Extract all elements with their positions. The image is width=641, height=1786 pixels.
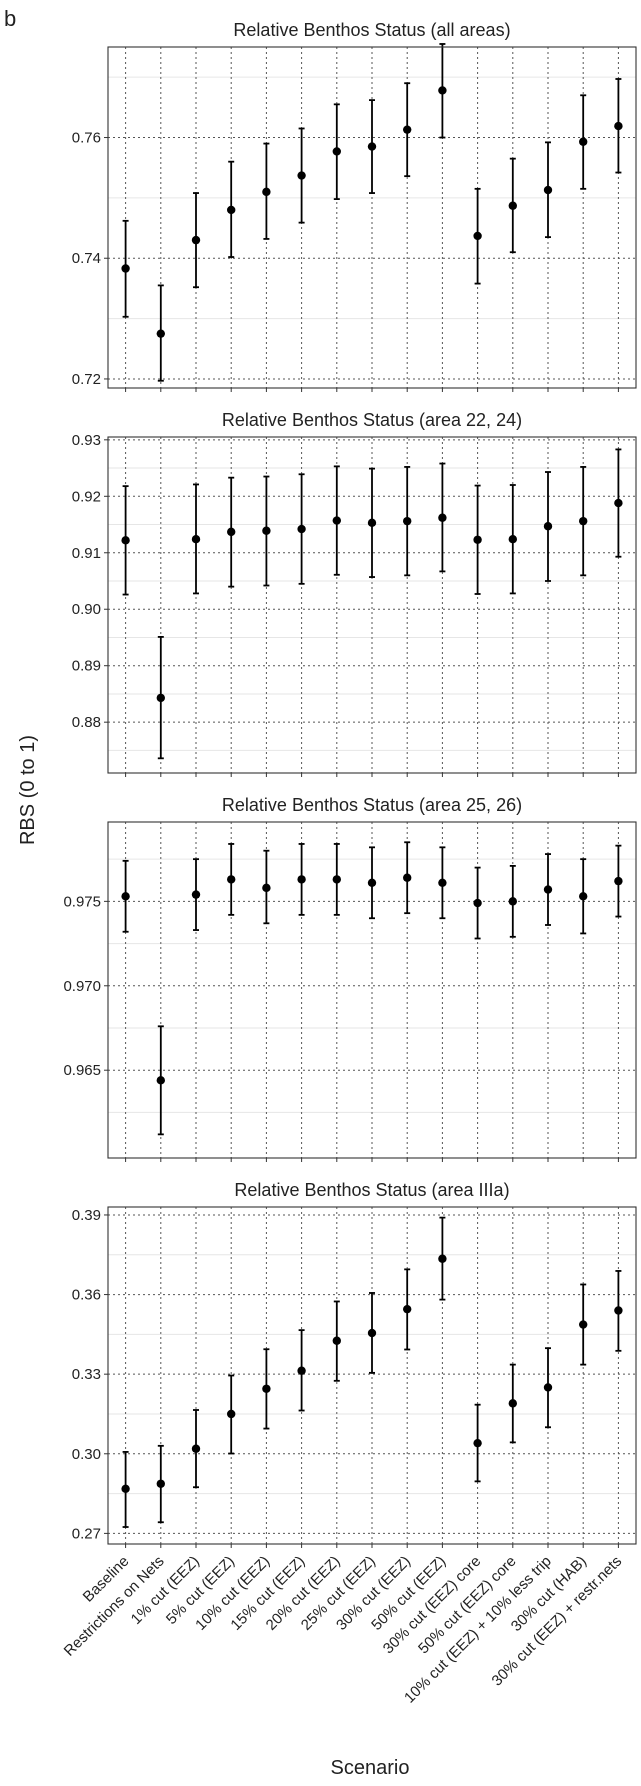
- data-point: [156, 1479, 165, 1488]
- data-point: [403, 873, 412, 882]
- data-point: [227, 205, 236, 215]
- data-point: [227, 875, 236, 884]
- data-point: [579, 892, 588, 901]
- y-tick-label: 0.39: [72, 1207, 101, 1224]
- data-point: [473, 1438, 482, 1448]
- data-point: [297, 524, 306, 534]
- panels: Relative Benthos Status (all areas) 0.72 0…: [61, 20, 637, 1707]
- panel-title: Relative Benthos Status (area IIIa): [234, 1180, 509, 1200]
- data-point: [614, 876, 623, 886]
- data-point: [367, 142, 377, 151]
- y-tick-label: 0.90: [72, 601, 101, 618]
- figure-letter: b: [4, 6, 16, 31]
- data-point: [508, 1399, 517, 1408]
- data-point: [403, 125, 412, 134]
- data-point: [297, 875, 306, 884]
- data-point: [297, 171, 306, 180]
- data-point: [156, 693, 165, 703]
- data-point: [438, 1254, 447, 1263]
- panel-frame: [107, 1206, 637, 1545]
- data-point: [156, 329, 165, 338]
- panel-frame: [107, 436, 637, 774]
- y-tick-label: 0.88: [72, 714, 101, 731]
- data-point: [614, 121, 623, 131]
- data-point: [473, 535, 482, 544]
- data-point: [508, 201, 517, 210]
- y-tick-label: 0.33: [72, 1366, 101, 1383]
- panel-frame: [107, 821, 637, 1159]
- data-point: [508, 535, 517, 544]
- panel-1: Relative Benthos Status (all areas) 0.72 0…: [72, 20, 637, 392]
- panel-4: Relative Benthos Status (area IIIa) 0.27 0…: [61, 1180, 637, 1707]
- y-tick-label: 0.89: [72, 658, 101, 675]
- data-point: [543, 885, 553, 894]
- y-tick-label: 0.76: [72, 130, 101, 147]
- data-point: [121, 1484, 130, 1494]
- data-point: [543, 185, 553, 195]
- data-point: [438, 513, 447, 522]
- panel-title: Relative Benthos Status (area 22, 24): [222, 410, 522, 430]
- data-point: [332, 516, 341, 525]
- data-point: [227, 1409, 236, 1419]
- data-point: [332, 1336, 341, 1345]
- data-point: [191, 235, 201, 245]
- data-point: [121, 892, 130, 901]
- y-tick-label: 0.975: [63, 893, 101, 910]
- y-tick-label: 0.30: [72, 1446, 101, 1463]
- panel-title: Relative Benthos Status (all areas): [233, 20, 510, 40]
- data-point: [614, 1306, 623, 1315]
- data-point: [227, 527, 236, 537]
- data-point: [191, 1444, 201, 1453]
- x-axis-title: Scenario: [331, 1757, 410, 1779]
- data-point: [579, 1320, 588, 1329]
- data-point: [403, 516, 412, 526]
- data-point: [332, 875, 341, 884]
- y-tick-label: 0.36: [72, 1287, 101, 1304]
- data-point: [403, 1304, 412, 1314]
- data-point: [614, 498, 623, 508]
- data-point: [191, 890, 201, 899]
- data-point: [367, 1328, 377, 1338]
- panel-2: Relative Benthos Status (area 22, 24) 0.8…: [72, 410, 637, 777]
- data-point: [121, 536, 130, 545]
- data-point: [262, 883, 271, 893]
- data-point: [262, 526, 271, 535]
- data-point: [579, 516, 588, 526]
- y-axis-title: RBS (0 to 1): [17, 735, 39, 845]
- y-tick-label: 0.27: [72, 1525, 101, 1542]
- data-point: [543, 1383, 553, 1392]
- data-point: [262, 1384, 271, 1393]
- y-tick-label: 0.965: [63, 1062, 101, 1079]
- data-point: [473, 898, 482, 908]
- data-point: [191, 535, 201, 544]
- y-tick-label: 0.72: [72, 371, 101, 388]
- panel-frame: [107, 46, 637, 389]
- y-tick-label: 0.91: [72, 545, 101, 562]
- data-point: [367, 518, 377, 528]
- y-tick-label: 0.970: [63, 978, 101, 995]
- data-point: [508, 897, 517, 906]
- data-point: [367, 878, 377, 887]
- panel-3: Relative Benthos Status (area 25, 26) 0.9…: [63, 795, 637, 1162]
- panel-title: Relative Benthos Status (area 25, 26): [222, 795, 522, 815]
- data-point: [579, 137, 588, 146]
- data-point: [121, 264, 130, 273]
- y-tick-label: 0.92: [72, 488, 101, 505]
- y-tick-label: 0.93: [72, 432, 101, 449]
- data-point: [297, 1366, 306, 1375]
- data-point: [473, 231, 482, 241]
- data-point: [438, 878, 447, 887]
- data-point: [332, 147, 341, 156]
- y-tick-label: 0.74: [72, 250, 101, 267]
- data-point: [543, 522, 553, 531]
- data-point: [156, 1076, 165, 1085]
- data-point: [438, 86, 447, 95]
- data-point: [262, 187, 271, 197]
